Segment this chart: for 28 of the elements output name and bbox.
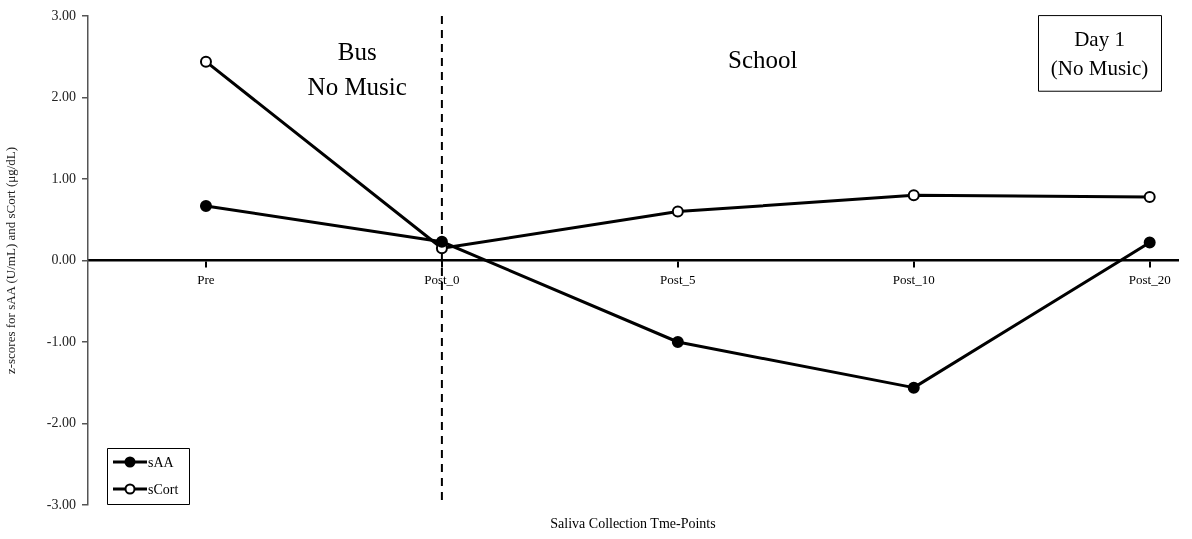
- y-tick-label: 1.00: [51, 170, 76, 186]
- legend-label: sCort: [148, 481, 179, 497]
- y-tick-label: -3.00: [46, 496, 76, 512]
- x-tick-label: Pre: [197, 271, 215, 287]
- point: [199, 199, 212, 212]
- y-tick-label: -1.00: [46, 333, 76, 349]
- point: [671, 205, 684, 218]
- point: [199, 55, 212, 68]
- y-tick-label: 2.00: [51, 89, 76, 105]
- annotation: School: [727, 45, 798, 73]
- annotation: Bus No Music: [307, 37, 407, 101]
- x-tick-label: Post_10: [892, 271, 935, 287]
- y-tick-label: 0.00: [51, 252, 76, 268]
- x-axis-title: Saliva Collection Tme-Points: [550, 515, 716, 531]
- x-tick-label: Post_5: [660, 271, 696, 287]
- y-axis-title: z-scores for sAA (U/mL) and sCort (μg/dL): [3, 146, 19, 375]
- y-tick-label: -2.00: [46, 415, 76, 431]
- x-tick-label: Post_20: [1128, 271, 1171, 287]
- point: [1143, 236, 1156, 249]
- y-tick-label: 3.00: [51, 7, 76, 23]
- legend-label: sAA: [148, 454, 175, 470]
- point: [671, 336, 684, 348]
- annotation: Day 1 (No Music): [1050, 26, 1149, 81]
- x-tick-label: Post_0: [424, 271, 460, 287]
- point: [907, 189, 920, 202]
- point: [1143, 190, 1156, 203]
- point: [435, 235, 448, 248]
- point: [907, 381, 920, 394]
